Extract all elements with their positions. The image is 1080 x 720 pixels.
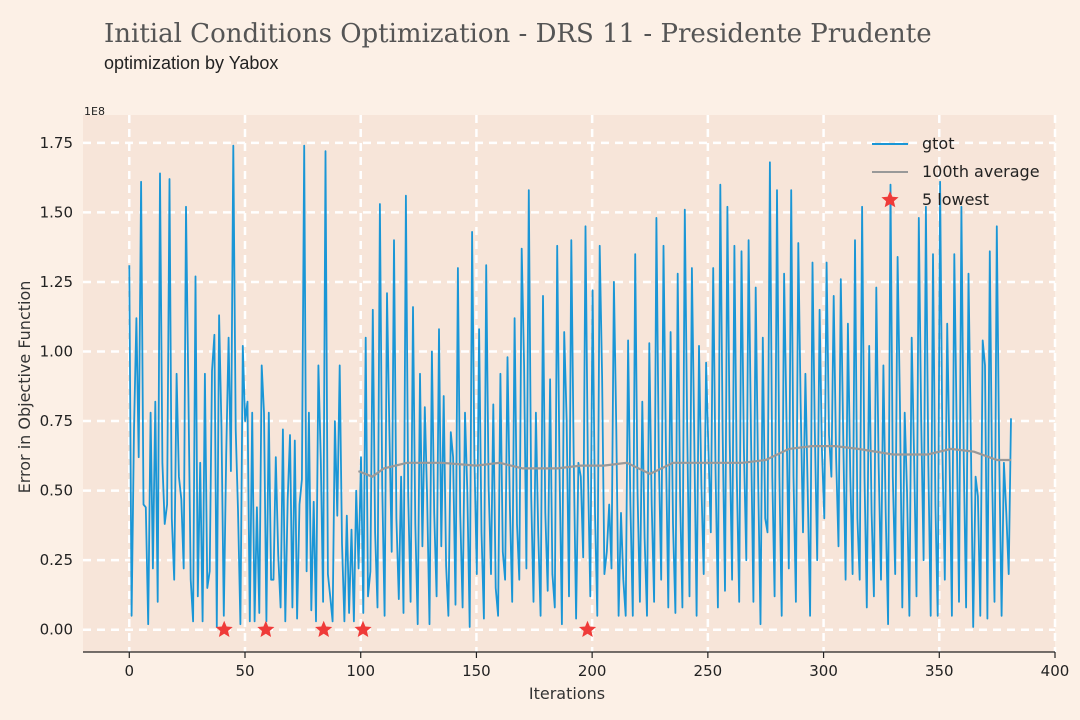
legend-label-lowest: 5 lowest bbox=[922, 190, 989, 209]
series-line-average bbox=[357, 445, 1011, 478]
legend-label-gtot: gtot bbox=[922, 134, 955, 153]
lowest-point-star bbox=[315, 620, 333, 637]
chart-title: Initial Conditions Optimization - DRS 11… bbox=[104, 19, 932, 49]
legend-label-average: 100th average bbox=[922, 162, 1040, 181]
x-axis: 0 50 100 150 200 250 300 350 400 bbox=[83, 651, 1070, 680]
y-axis-label: Error in Objective Function bbox=[15, 281, 34, 494]
x-tick-label: 50 bbox=[235, 662, 254, 680]
x-tick-label: 300 bbox=[809, 662, 838, 680]
x-tick-label: 400 bbox=[1041, 662, 1070, 680]
y-tick-label: 1.00 bbox=[40, 343, 73, 361]
lowest-point-star bbox=[257, 620, 275, 637]
y-tick-label: 0.00 bbox=[40, 621, 73, 639]
x-tick-label: 250 bbox=[694, 662, 723, 680]
lowest-point-star bbox=[579, 620, 597, 637]
series-layer bbox=[128, 144, 1012, 637]
y-tick-label: 0.25 bbox=[40, 551, 73, 569]
y-tick-label: 1.75 bbox=[40, 134, 73, 152]
chart-subtitle: optimization by Yabox bbox=[104, 53, 278, 73]
y-tick-label: 1.50 bbox=[40, 203, 73, 221]
legend: gtot 100th average 5 lowest bbox=[872, 134, 1040, 209]
x-tick-label: 350 bbox=[925, 662, 954, 680]
lowest-point-star bbox=[215, 620, 233, 637]
y-multiplier-label: 1E8 bbox=[84, 105, 105, 118]
y-tick-label: 1.25 bbox=[40, 273, 73, 291]
legend-swatch-lowest bbox=[881, 191, 899, 208]
series-line-gtot bbox=[128, 144, 1012, 628]
x-tick-label: 0 bbox=[125, 662, 135, 680]
lowest-point-star bbox=[354, 620, 372, 637]
y-tick-label: 0.50 bbox=[40, 482, 73, 500]
y-tick-label: 0.75 bbox=[40, 412, 73, 430]
x-axis-label: Iterations bbox=[529, 684, 605, 703]
x-tick-label: 150 bbox=[462, 662, 491, 680]
x-tick-label: 200 bbox=[578, 662, 607, 680]
y-axis: 0.00 0.25 0.50 0.75 1.00 1.25 1.50 1.75 bbox=[40, 134, 73, 639]
x-tick-label: 100 bbox=[346, 662, 375, 680]
